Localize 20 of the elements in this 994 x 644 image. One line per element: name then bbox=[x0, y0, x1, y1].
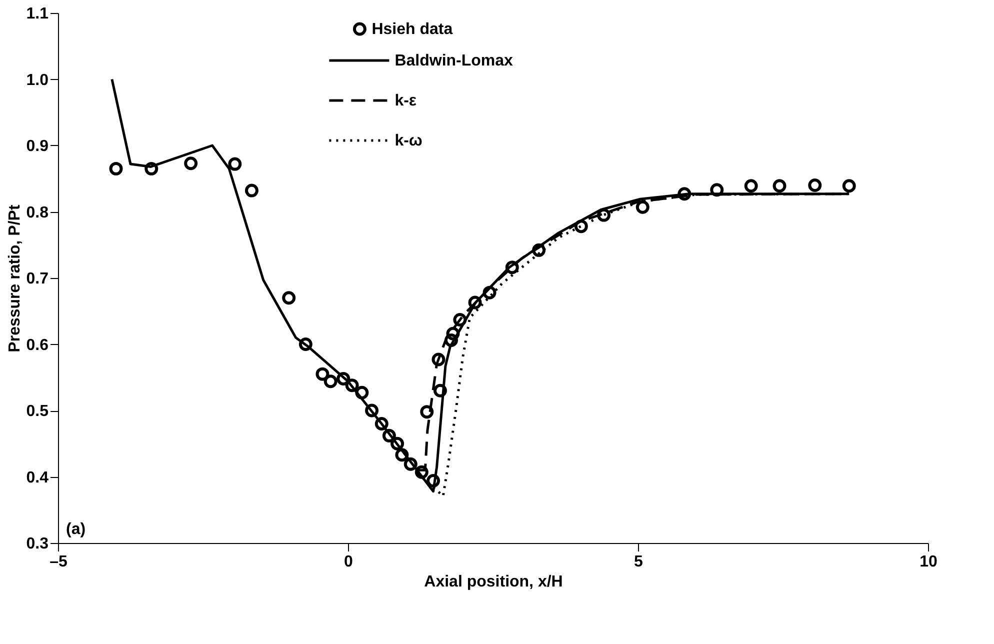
legend-label: k-ω bbox=[394, 132, 422, 150]
y-tick-label: 0.6 bbox=[26, 336, 49, 354]
y-tick-label: 0.3 bbox=[26, 536, 49, 552]
annotation: (a) bbox=[66, 521, 86, 538]
y-tick-label: 1.1 bbox=[26, 6, 49, 22]
y-tick-label: 1.0 bbox=[26, 72, 49, 89]
x-tick-label: 5 bbox=[634, 554, 644, 570]
legend-label: Baldwin-Lomax bbox=[394, 52, 514, 70]
y-tick-label: 0.5 bbox=[26, 403, 49, 420]
y-tick-label: 0.7 bbox=[26, 270, 49, 288]
y-tick-label: 0.8 bbox=[26, 204, 49, 222]
x-tick-label: 10 bbox=[920, 554, 938, 570]
y-tick-label: 0.4 bbox=[26, 469, 49, 486]
x-tick-label: 0 bbox=[344, 554, 354, 570]
y-tick-label: 0.9 bbox=[26, 138, 49, 155]
legend-label: Hsieh data bbox=[372, 21, 453, 38]
legend-label: k-ε bbox=[394, 92, 417, 110]
x-tick-label: –5 bbox=[50, 554, 68, 570]
x-axis-title: Axial position, x/H bbox=[424, 574, 563, 590]
y-axis-title: Pressure ratio, P/Pt bbox=[6, 204, 24, 352]
